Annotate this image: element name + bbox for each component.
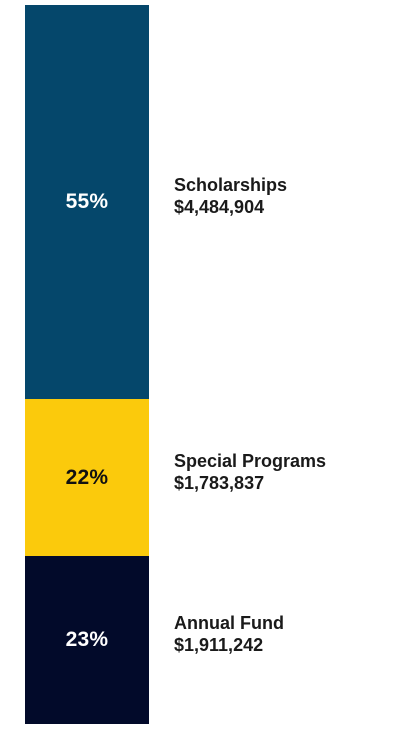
amount-label-special-programs: $1,783,837: [174, 473, 265, 493]
amount-label-scholarships: $4,484,904: [174, 197, 265, 217]
category-label-annual-fund: Annual Fund: [174, 613, 284, 633]
category-label-special-programs: Special Programs: [174, 451, 327, 471]
percent-label-scholarships: 55%: [65, 190, 109, 213]
amount-label-annual-fund: $1,911,242: [174, 635, 264, 655]
bar-segment-special-programs: 22%: [25, 399, 149, 556]
legend-entry-scholarships: Scholarships $4,484,904: [174, 174, 287, 218]
bar-segment-annual-fund: 23%: [25, 556, 149, 724]
legend-entry-special-programs: Special Programs $1,783,837: [174, 450, 326, 494]
percent-label-annual-fund: 23%: [65, 628, 109, 651]
percent-label-special-programs: 22%: [65, 465, 109, 489]
category-label-scholarships: Scholarships: [174, 175, 288, 195]
bar-segment-scholarships: 55%: [25, 5, 149, 399]
legend-entry-annual-fund: Annual Fund $1,911,242: [174, 612, 284, 656]
